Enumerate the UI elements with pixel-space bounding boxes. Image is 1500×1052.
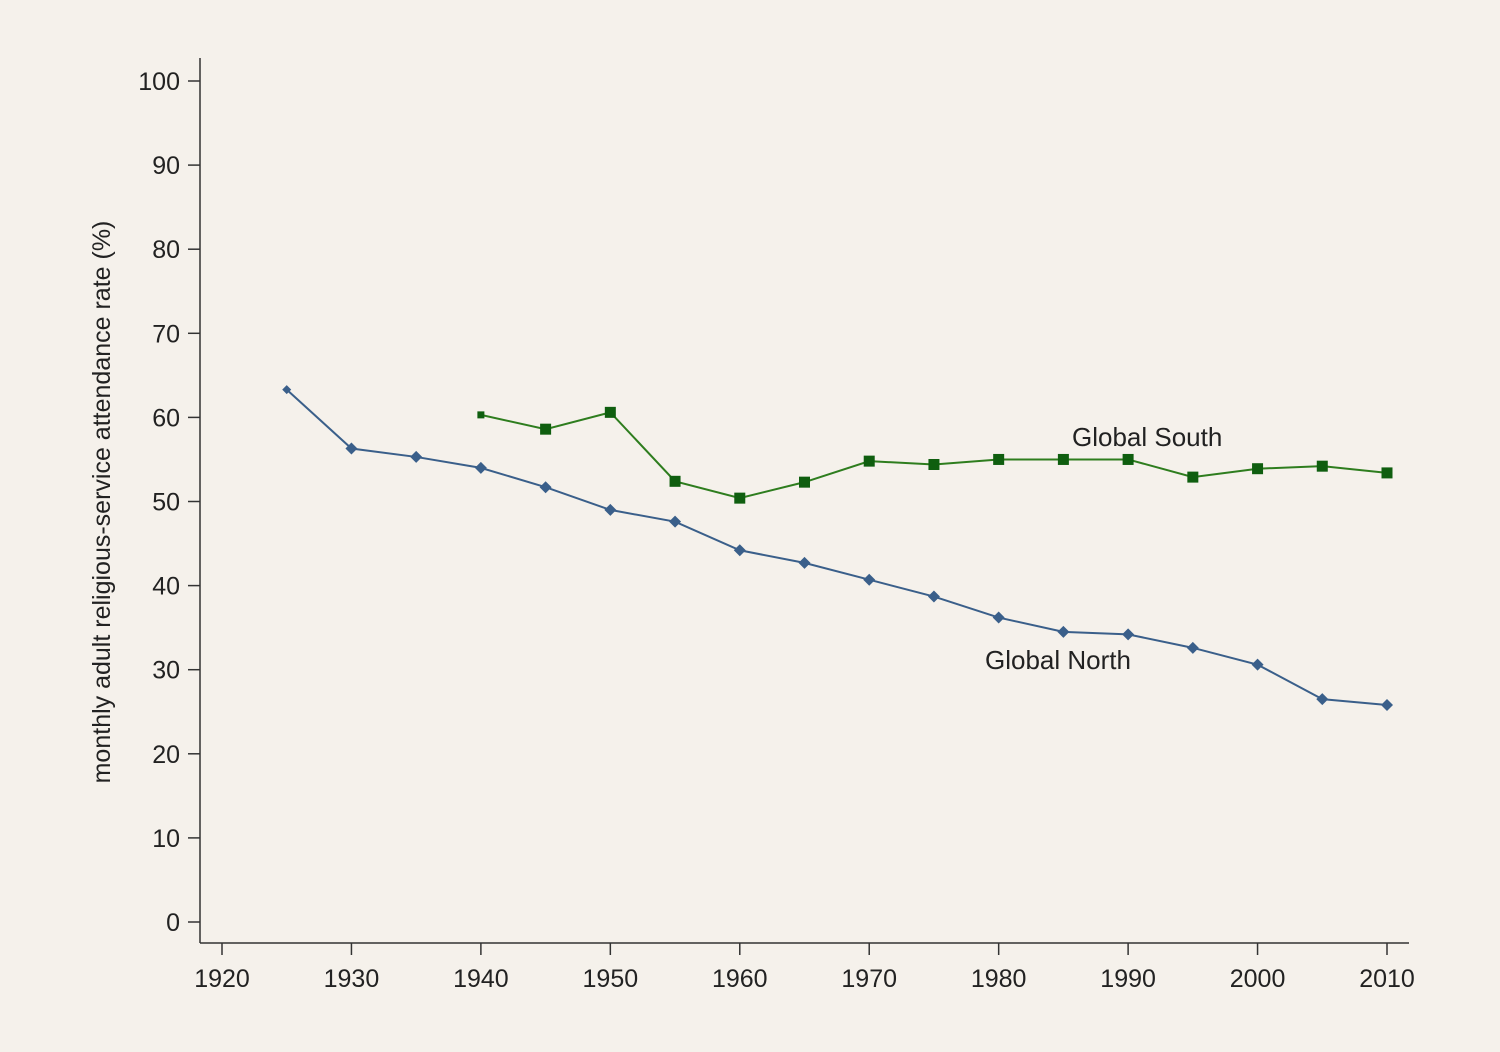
y-tick-label: 50 (152, 489, 180, 517)
data-point (1251, 658, 1264, 671)
y-axis-ticks: 0 10 20 30 40 50 60 70 80 90 100 (138, 68, 200, 937)
data-point (734, 492, 746, 504)
data-point (993, 453, 1005, 465)
y-tick-label: 70 (152, 320, 180, 348)
y-axis-title: monthly adult religious-service attendan… (88, 221, 116, 784)
series-label-global-south: Global South (1072, 422, 1222, 452)
series-global-north (282, 385, 1393, 712)
data-point (927, 590, 940, 603)
data-point (477, 411, 485, 419)
data-point (345, 442, 358, 455)
y-tick-label: 100 (138, 68, 180, 96)
data-point (1187, 471, 1199, 483)
data-point (1057, 625, 1070, 638)
x-tick-label: 1990 (1100, 965, 1156, 993)
series-global-south (477, 406, 1393, 504)
x-tick-label: 1920 (194, 965, 250, 993)
x-axis-ticks: 1920 1930 1940 1950 1960 1970 1980 1990 2000 2010 (194, 943, 1415, 993)
y-tick-label: 60 (152, 404, 180, 432)
data-point (474, 461, 487, 474)
data-point (604, 503, 617, 516)
x-tick-label: 2000 (1230, 965, 1286, 993)
series-layer (282, 385, 1393, 712)
series-label-global-north: Global North (985, 645, 1131, 675)
data-point (1381, 699, 1393, 712)
data-point (540, 423, 552, 435)
x-tick-label: 1970 (841, 965, 897, 993)
data-point (410, 450, 423, 463)
data-point (1316, 460, 1328, 472)
data-point (539, 481, 552, 494)
data-point (1122, 628, 1135, 641)
series-line-global-north (286, 388, 1388, 707)
x-tick-label: 1950 (583, 965, 639, 993)
data-point (733, 544, 746, 557)
y-tick-label: 20 (152, 741, 180, 769)
x-tick-label: 1940 (453, 965, 509, 993)
x-tick-label: 2010 (1359, 965, 1415, 993)
x-tick-label: 1960 (712, 965, 768, 993)
axes (199, 58, 1409, 944)
data-point (1186, 641, 1199, 654)
data-point (1057, 453, 1069, 465)
data-point (799, 476, 810, 488)
y-tick-label: 80 (152, 236, 180, 264)
y-tick-label: 40 (152, 573, 180, 601)
data-point (1252, 463, 1264, 475)
data-point (669, 515, 682, 528)
x-tick-label: 1930 (324, 965, 380, 993)
data-point (1122, 453, 1134, 465)
data-point (604, 406, 616, 418)
data-point (798, 556, 811, 569)
data-point (1316, 693, 1329, 706)
y-tick-label: 0 (166, 909, 180, 937)
data-point (863, 455, 875, 467)
data-point (992, 611, 1005, 624)
series-line-global-south (480, 411, 1388, 500)
x-tick-label: 1980 (971, 965, 1027, 993)
data-point (863, 573, 876, 586)
data-point (282, 385, 292, 395)
y-tick-label: 30 (152, 657, 180, 685)
data-point (1381, 467, 1393, 479)
y-tick-label: 10 (152, 825, 180, 853)
data-point (928, 458, 940, 470)
y-tick-label: 90 (152, 152, 180, 180)
data-point (669, 475, 681, 487)
